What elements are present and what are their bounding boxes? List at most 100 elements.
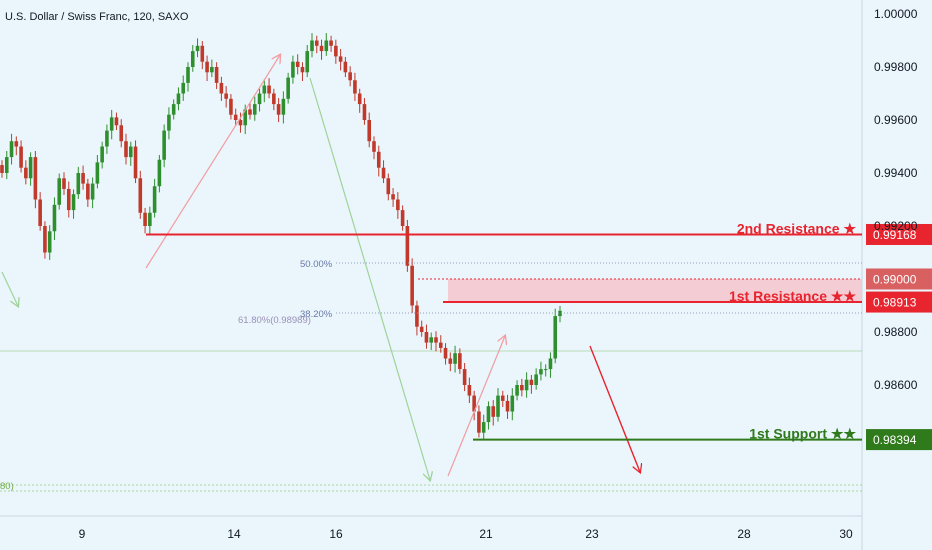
candle-body: [167, 114, 171, 131]
candle-body: [357, 93, 362, 105]
candle-body: [462, 369, 467, 385]
x-tick-label: 9: [79, 527, 86, 541]
candle-body: [314, 40, 319, 46]
candle-body: [443, 347, 448, 359]
chart-title: U.S. Dollar / Swiss Franc, 120, SAXO: [5, 11, 189, 23]
candle-body: [481, 422, 486, 433]
green-arrow-left: [1, 271, 18, 306]
y-tick-label: 1.00000: [874, 7, 918, 21]
candle-body: [424, 332, 429, 343]
price-tag-label: 0.98394: [873, 433, 917, 447]
candles-layer: [0, 33, 562, 439]
candle-body: [305, 51, 310, 73]
candle-body: [219, 82, 224, 94]
candle-body: [252, 104, 257, 115]
candle-body: [233, 114, 238, 120]
candle-body: [138, 178, 143, 213]
candle-body: [419, 326, 424, 332]
candle-body: [186, 67, 190, 83]
candle-body: [157, 159, 162, 187]
x-tick-label: 16: [329, 527, 343, 541]
candle-body: [491, 406, 496, 417]
candle-body: [438, 342, 443, 348]
candle-body: [362, 104, 367, 120]
candle-body: [248, 109, 252, 115]
candle-body: [52, 204, 57, 232]
candle-body: [267, 85, 271, 94]
candle-body: [148, 212, 152, 226]
candle-body: [152, 186, 157, 213]
candle-body: [324, 40, 329, 52]
candle-body: [295, 61, 300, 67]
price-tag: [866, 291, 932, 313]
candle-body: [66, 188, 71, 211]
candle-body: [14, 141, 19, 147]
y-tick-label: 0.98800: [874, 325, 918, 339]
candle-body: [281, 98, 286, 115]
candle-body: [76, 173, 81, 195]
candle-body: [300, 67, 305, 73]
green-arrow-down: [309, 77, 430, 480]
candle-body: [553, 316, 558, 359]
candle-body: [405, 226, 410, 266]
grid-layer: [0, 350, 862, 492]
level-label: 1st Resistance ★★: [729, 288, 856, 304]
candle-body: [33, 157, 38, 200]
x-tick-label: 23: [585, 527, 599, 541]
candle-body: [109, 117, 114, 131]
y-tick-label: 0.99200: [874, 219, 918, 233]
candle-body: [162, 130, 166, 160]
candle-body: [410, 265, 414, 306]
candle-body: [477, 411, 481, 433]
candle-body: [171, 104, 176, 115]
fib-left-label: 80): [0, 481, 14, 492]
candle-body: [376, 151, 381, 168]
zone-layer: [418, 278, 862, 303]
x-tick-label: 28: [737, 527, 751, 541]
candle-body: [214, 67, 219, 83]
candle-body: [372, 141, 376, 152]
fib-618-label: 61.80%(0.98989): [238, 315, 311, 326]
candle-body: [133, 146, 138, 179]
levels-layer: 2nd Resistance ★ 0.99168 0.99000 1st Resist…: [146, 220, 932, 451]
x-tick-label: 14: [227, 527, 241, 541]
pink-arrow-up-1: [145, 55, 280, 269]
candle-body: [43, 226, 47, 253]
y-tick-label: 0.99400: [874, 166, 918, 180]
candle-body: [95, 162, 100, 184]
candle-body: [458, 353, 462, 370]
x-tick-label: 30: [839, 527, 853, 541]
candle-body: [4, 157, 9, 173]
candle-body: [181, 82, 186, 94]
candle-body: [90, 183, 95, 200]
candle-body: [329, 40, 333, 46]
candle-body: [429, 337, 434, 343]
candle-body: [119, 125, 124, 142]
x-tick-label: 21: [479, 527, 493, 541]
level-label: 1st Support ★★: [749, 426, 856, 442]
candle-body: [534, 374, 538, 385]
candle-body: [448, 358, 453, 364]
y-tick-label: 0.99800: [874, 60, 918, 74]
candle-body: [558, 310, 562, 317]
candle-body: [71, 194, 76, 211]
candle-body: [143, 212, 147, 226]
candle-body: [524, 379, 529, 391]
candle-body: [200, 45, 205, 62]
red-arrow-projection: [589, 345, 640, 472]
candle-body: [81, 173, 85, 184]
candle-body: [9, 141, 14, 158]
candle-body: [496, 395, 500, 417]
candle-body: [467, 385, 472, 396]
fib-50-label: 50.00%: [300, 259, 333, 270]
candle-body: [262, 85, 267, 94]
candle-body: [434, 337, 438, 343]
candle-body: [28, 157, 33, 179]
candle-body: [520, 385, 524, 391]
candle-body: [396, 199, 400, 211]
candle-body: [338, 56, 343, 62]
candle-body: [415, 305, 419, 327]
candle-body: [391, 194, 395, 200]
